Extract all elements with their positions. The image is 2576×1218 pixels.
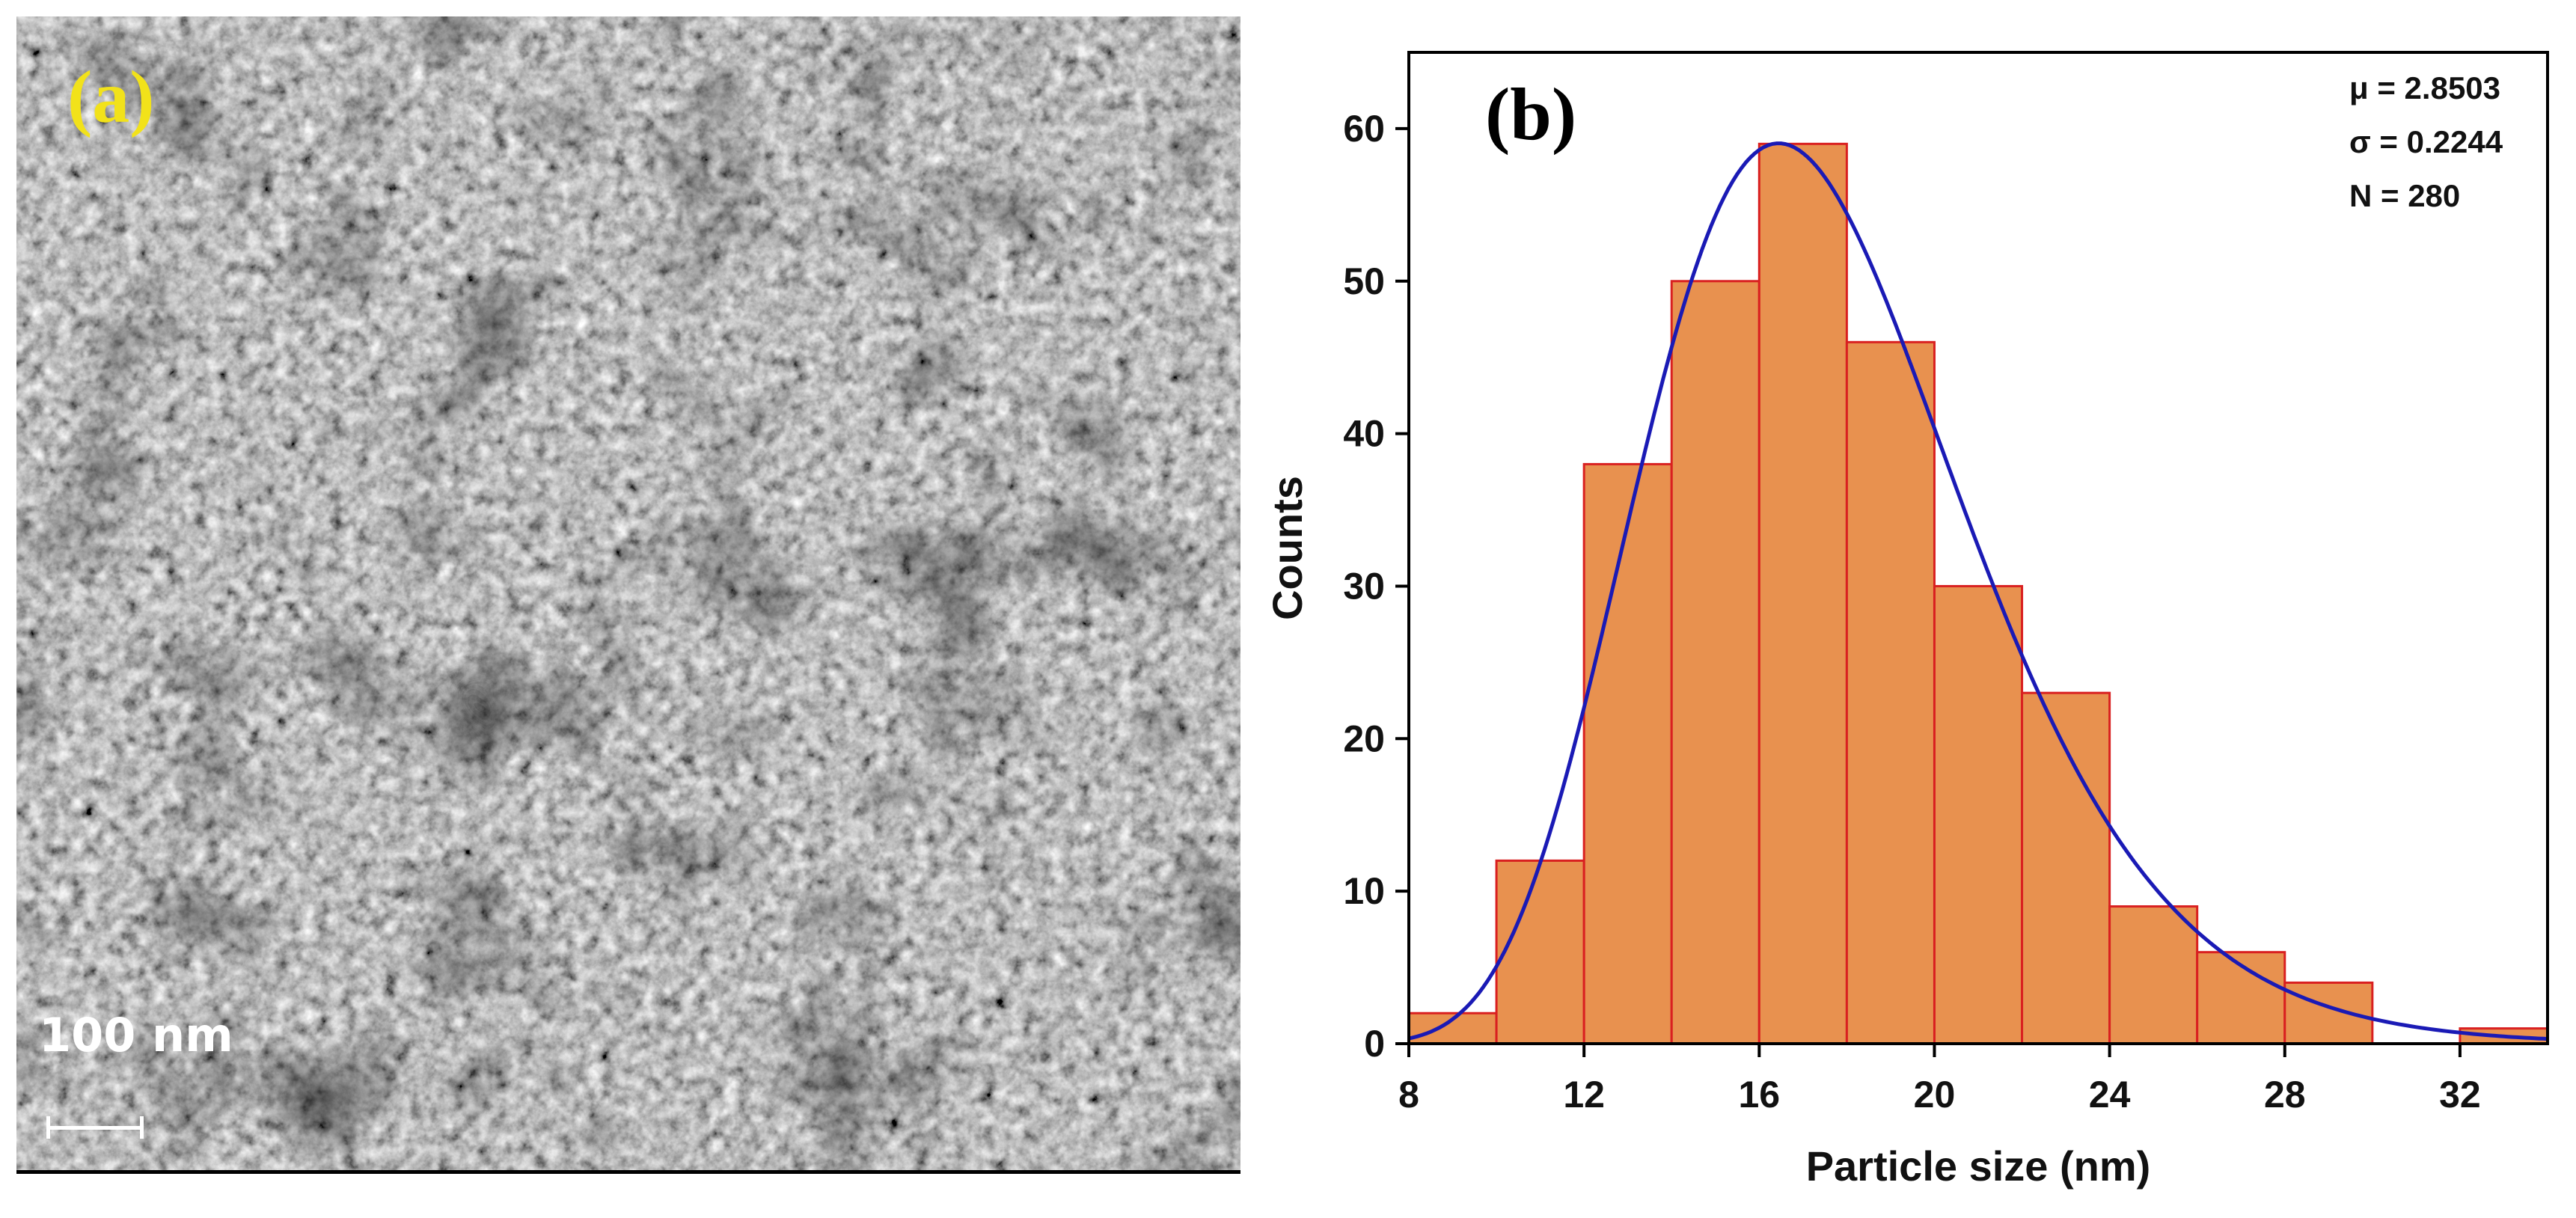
y-tick-label: 0 — [1364, 1023, 1385, 1065]
scale-bar-label: 100 nm — [39, 1008, 233, 1062]
panel-b-label: (b) — [1485, 73, 1577, 156]
stat-n: N = 280 — [2349, 178, 2461, 213]
y-tick-label: 50 — [1343, 260, 1385, 302]
x-tick-label: 16 — [1738, 1074, 1780, 1116]
histogram-bar — [2283, 981, 2374, 1045]
x-tick-label: 32 — [2439, 1074, 2481, 1116]
x-axis-ticks: 8 12 16 20 24 28 32 — [1398, 1044, 2481, 1116]
x-tick-label: 12 — [1563, 1074, 1605, 1116]
y-axis-label: Counts — [1264, 476, 1311, 620]
scale-bar — [46, 1116, 144, 1139]
histogram-bar — [1582, 462, 1673, 1045]
stat-mu: μ = 2.8503 — [2349, 70, 2501, 105]
histogram-bar — [1757, 142, 1848, 1045]
y-axis-ticks: 0 10 20 30 40 50 60 — [1343, 108, 1409, 1065]
x-tick-label: 28 — [2264, 1074, 2306, 1116]
histogram-bar — [1495, 859, 1585, 1045]
histogram-chart: 8 12 16 20 24 28 32 0 10 20 30 40 50 60 Particle siz… — [1264, 51, 2549, 1190]
x-axis-label: Particle size (nm) — [1806, 1142, 2151, 1190]
fit-statistics: μ = 2.8503 σ = 0.2244 N = 280 — [2349, 61, 2503, 223]
panel-a-label: (a) — [67, 55, 155, 138]
panel-a-bottom-rule — [16, 1170, 1240, 1174]
histogram-bar — [1933, 584, 2024, 1045]
histogram-bars — [1407, 142, 2549, 1045]
histogram-bar — [1670, 280, 1760, 1045]
x-tick-label: 8 — [1398, 1074, 1419, 1116]
histogram-bar — [1845, 340, 1936, 1045]
sem-micrograph — [16, 16, 1240, 1170]
y-tick-label: 60 — [1343, 108, 1385, 150]
x-tick-label: 20 — [1914, 1074, 1956, 1116]
y-tick-label: 40 — [1343, 413, 1385, 455]
y-tick-label: 20 — [1343, 717, 1385, 759]
stat-sigma: σ = 0.2244 — [2349, 124, 2503, 159]
lognormal-fit-curve — [1408, 141, 2548, 1041]
plot-frame — [1407, 51, 2549, 1045]
y-tick-label: 10 — [1343, 870, 1385, 912]
y-tick-label: 30 — [1343, 565, 1385, 607]
x-tick-label: 24 — [2089, 1074, 2131, 1116]
sem-image-panel: (a) 100 nm — [16, 16, 1240, 1170]
histogram-bar — [2108, 905, 2199, 1045]
